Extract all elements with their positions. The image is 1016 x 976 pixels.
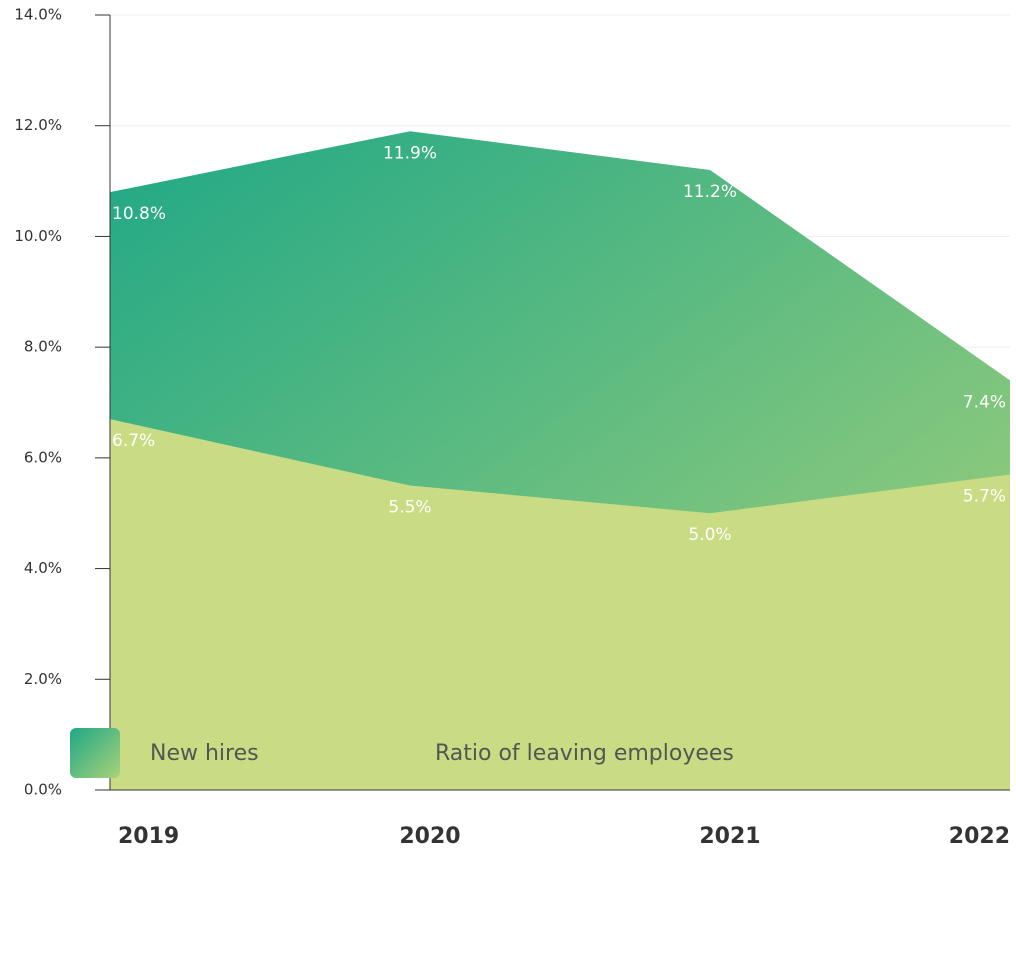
legend-swatch — [355, 728, 405, 778]
x-tick-label: 2019 — [118, 824, 179, 849]
data-label: 5.0% — [688, 525, 731, 545]
y-tick-label: 2.0% — [24, 670, 62, 688]
y-tick-label: 0.0% — [24, 781, 62, 799]
chart: 0.0% 2.0% 4.0% 6.0% 8.0% 10.0% 12.0% 14.0% 10.8%… — [0, 0, 1016, 976]
x-tick-label: 2021 — [699, 824, 760, 849]
data-label: 5.5% — [388, 498, 431, 518]
y-tick-label: 12.0% — [14, 116, 62, 134]
data-label: 11.9% — [383, 143, 437, 163]
data-label: 10.8% — [112, 204, 166, 224]
y-tick-label: 4.0% — [24, 559, 62, 577]
data-label: 11.2% — [683, 182, 737, 202]
data-label: 6.7% — [112, 431, 155, 451]
legend-label: New hires — [150, 741, 259, 766]
y-tick-label: 6.0% — [24, 448, 62, 466]
y-tick-label: 10.0% — [14, 227, 62, 245]
legend-label: Ratio of leaving employees — [435, 741, 734, 766]
y-tick-label: 14.0% — [14, 6, 62, 24]
data-label: 7.4% — [963, 392, 1006, 412]
y-tick-label: 8.0% — [24, 338, 62, 356]
x-tick-label: 2022 — [949, 824, 1010, 849]
x-tick-label: 2020 — [399, 824, 460, 849]
data-label: 5.7% — [963, 486, 1006, 506]
legend-swatch — [70, 728, 120, 778]
